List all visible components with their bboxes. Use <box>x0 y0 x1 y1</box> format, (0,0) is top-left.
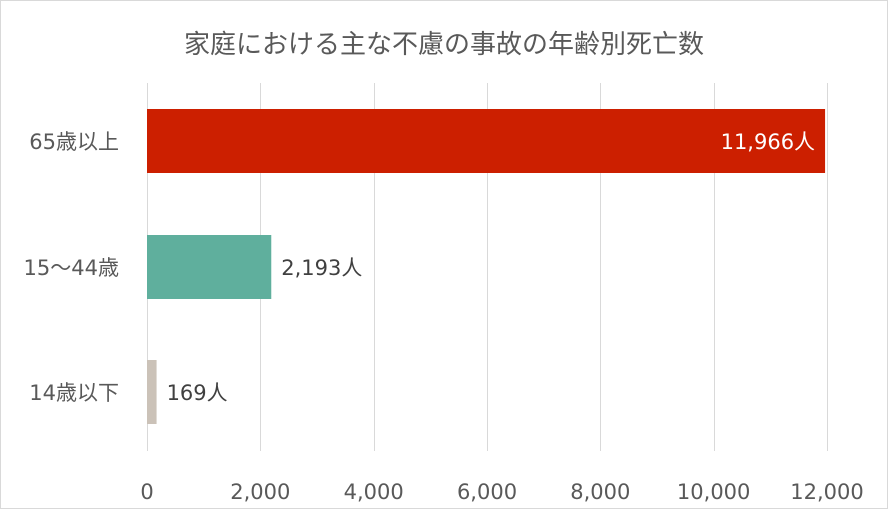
data-labels: 11,966人 2,193人 169人 <box>167 130 815 405</box>
category-label-1: 15〜44歳 <box>24 256 119 280</box>
category-label-2: 14歳以下 <box>29 381 119 405</box>
bar-1 <box>147 235 272 299</box>
x-tick-label-3: 6,000 <box>457 480 517 504</box>
data-label-1: 2,193人 <box>281 256 362 280</box>
x-tick-label-4: 8,000 <box>570 480 630 504</box>
bar-0 <box>147 109 826 173</box>
bar-2 <box>147 360 157 424</box>
data-label-0: 11,966人 <box>721 130 815 154</box>
bars <box>147 109 826 424</box>
x-tick-label-5: 10,000 <box>677 480 750 504</box>
x-tick-label-0: 0 <box>140 480 153 504</box>
x-tick-label-2: 4,000 <box>344 480 404 504</box>
x-tick-label-6: 12,000 <box>790 480 863 504</box>
category-labels: 65歳以上 15〜44歳 14歳以下 <box>24 130 119 405</box>
x-tick-label-1: 2,000 <box>230 480 290 504</box>
chart-title: 家庭における主な不慮の事故の年齢別死亡数 <box>184 30 704 60</box>
data-label-2: 169人 <box>167 381 228 405</box>
category-label-0: 65歳以上 <box>29 130 119 154</box>
x-axis-tick-labels: 0 2,000 4,000 6,000 8,000 10,000 12,000 <box>140 480 863 504</box>
